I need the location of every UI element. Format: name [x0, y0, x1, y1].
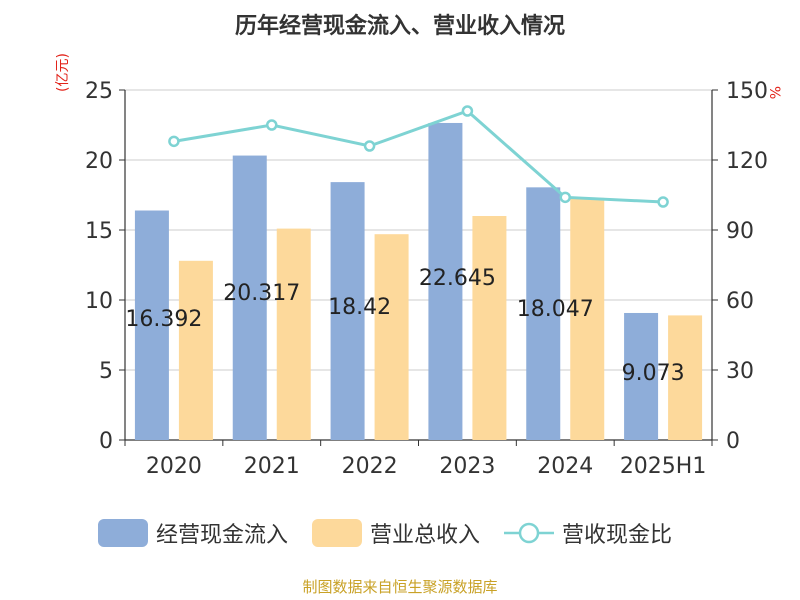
- right-axis-tick-label: 150: [726, 79, 768, 104]
- left-axis-tick-label: 0: [99, 429, 113, 454]
- x-axis-tick-label: 2023: [439, 454, 495, 479]
- bar-revenue: [374, 234, 409, 440]
- legend-item-cash-inflow[interactable]: 经营现金流入: [98, 517, 288, 549]
- right-axis-tick-label: 30: [726, 359, 754, 384]
- line-ratio: [173, 109, 664, 204]
- bar-revenue: [668, 315, 703, 440]
- point-ratio: [168, 135, 180, 148]
- bar-cash-inflow: [134, 210, 169, 440]
- data-label-cash-inflow: 18.42: [328, 295, 391, 320]
- data-source-note: 制图数据来自恒生聚源数据库: [302, 578, 498, 596]
- point-ratio: [461, 105, 474, 117]
- left-axis-tick-label: 10: [85, 289, 113, 314]
- x-axis-tick-label: 2024: [537, 454, 593, 479]
- point-ratio: [559, 191, 571, 204]
- data-label-cash-inflow: 18.047: [517, 297, 594, 322]
- x-axis-tick-label: 2021: [244, 454, 300, 479]
- legend-swatch-revenue: [312, 519, 363, 547]
- point-ratio: [363, 140, 376, 152]
- right-axis-tick-label: 60: [726, 289, 754, 314]
- bar-cash-inflow: [624, 312, 659, 440]
- left-axis-tick-label: 25: [85, 79, 113, 104]
- point-ratio: [657, 196, 669, 208]
- legend-label-revenue: 营业总收入: [370, 523, 481, 548]
- legend-item-revenue[interactable]: 营业总收入: [312, 517, 480, 549]
- left-axis-tick-label: 20: [85, 149, 113, 174]
- bar-cash-inflow: [526, 187, 561, 440]
- legend-item-ratio[interactable]: 营收现金比: [504, 517, 672, 549]
- bar-revenue: [570, 197, 605, 440]
- legend-swatch-cash-inflow: [98, 519, 148, 547]
- right-axis-tick-label: 0: [726, 429, 740, 454]
- right-axis-tick-label: 90: [726, 219, 754, 244]
- left-axis-tick-label: 5: [99, 359, 113, 384]
- bar-revenue: [178, 260, 213, 440]
- x-axis-tick-label: 2022: [342, 454, 398, 479]
- legend-label-cash-inflow: 经营现金流入: [156, 523, 289, 548]
- point-ratio: [266, 119, 278, 131]
- data-label-cash-inflow: 20.317: [223, 281, 300, 306]
- left-axis-tick-label: 15: [85, 219, 113, 244]
- bar-revenue: [276, 228, 311, 440]
- chart-title: 历年经营现金流入、营业收入情况: [234, 14, 565, 39]
- legend: 经营现金流入 营业总收入 营收现金比: [98, 517, 696, 549]
- right-axis-tick-label: 120: [726, 149, 768, 174]
- legend-label-ratio: 营收现金比: [562, 523, 673, 548]
- x-axis-tick-label: 2020: [146, 454, 202, 479]
- x-axis-tick-label: 2025H1: [620, 454, 707, 479]
- bar-cash-inflow: [330, 182, 365, 440]
- data-label-cash-inflow: 22.645: [419, 266, 496, 291]
- data-label-cash-inflow: 9.073: [622, 361, 685, 386]
- bar-revenue: [472, 216, 507, 440]
- bar-cash-inflow: [428, 122, 463, 440]
- legend-swatch-ratio: [504, 522, 555, 544]
- bar-cash-inflow: [232, 155, 267, 440]
- data-label-cash-inflow: 16.392: [125, 307, 202, 332]
